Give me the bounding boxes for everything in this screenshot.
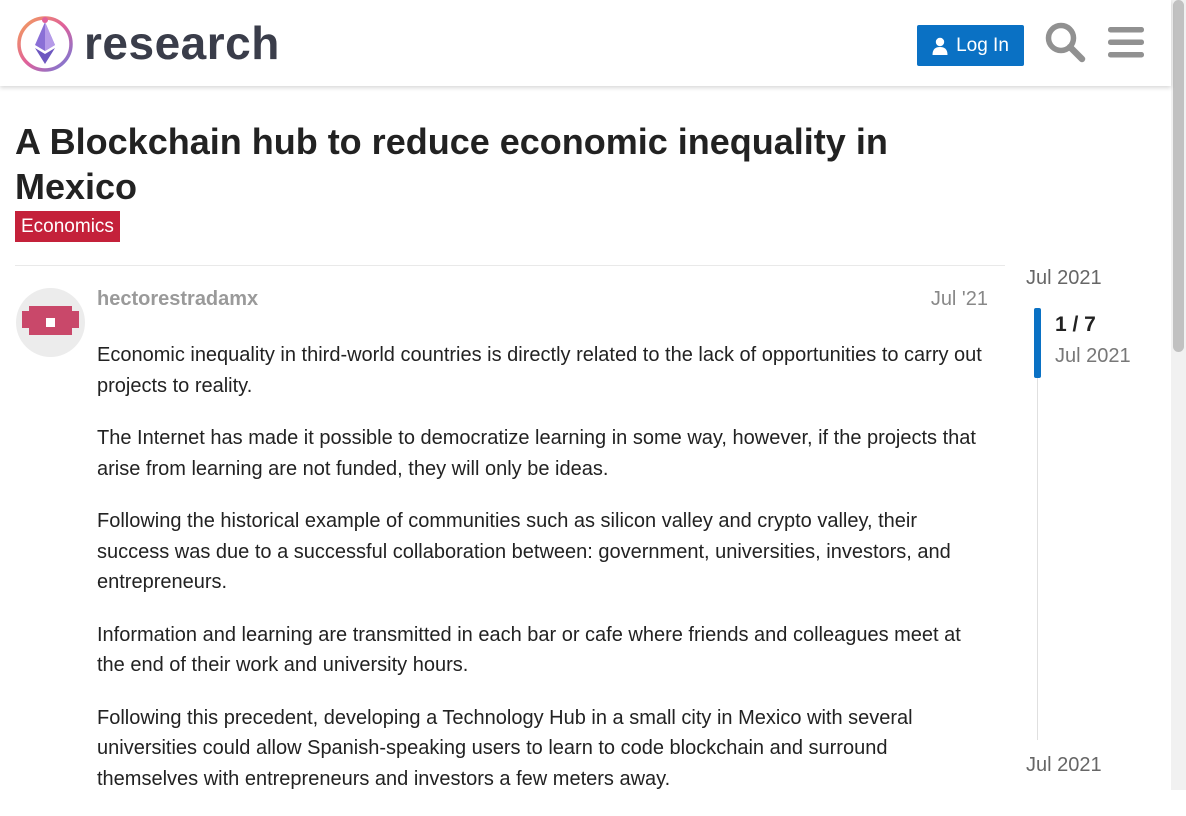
topic-title[interactable]: A Blockchain hub to reduce economic ineq… [15, 121, 888, 207]
timeline-end-date[interactable]: Jul 2021 [1026, 754, 1102, 776]
search-icon[interactable] [1043, 20, 1087, 64]
timeline-position: 1 / 7 [1055, 313, 1096, 336]
post-date[interactable]: Jul '21 [930, 288, 988, 310]
avatar-pattern-icon [22, 306, 79, 335]
timeline-track[interactable] [1037, 308, 1038, 740]
post-paragraph: Economic inequality in third-world count… [97, 344, 982, 397]
post-body: Economic inequality in third-world count… [97, 340, 992, 816]
post-paragraph: The Internet has made it possible to dem… [97, 427, 976, 480]
scrollbar-thumb[interactable] [1173, 0, 1184, 352]
timeline-position-date: Jul 2021 [1055, 345, 1131, 367]
avatar[interactable] [16, 288, 85, 357]
user-icon [932, 37, 948, 55]
login-label: Log In [956, 34, 1009, 56]
timeline-handle[interactable] [1034, 308, 1041, 378]
category-badge[interactable]: Economics [15, 211, 120, 242]
logo-text: research [84, 17, 280, 69]
site-logo[interactable]: research [16, 14, 280, 72]
post-paragraph: Information and learning are transmitted… [97, 623, 961, 677]
post-username[interactable]: hectorestradamx [97, 288, 259, 310]
post-paragraph: Following the historical example of comm… [97, 510, 951, 593]
page-scrollbar[interactable] [1171, 0, 1186, 790]
title-divider [15, 265, 1005, 266]
hamburger-menu-icon[interactable] [1104, 20, 1148, 64]
post-paragraph: Following this precedent, developing a T… [97, 706, 913, 790]
timeline-start-date[interactable]: Jul 2021 [1026, 267, 1102, 289]
site-header: research Log In [0, 0, 1171, 86]
research-logo-icon [17, 16, 73, 72]
login-button[interactable]: Log In [917, 25, 1024, 66]
